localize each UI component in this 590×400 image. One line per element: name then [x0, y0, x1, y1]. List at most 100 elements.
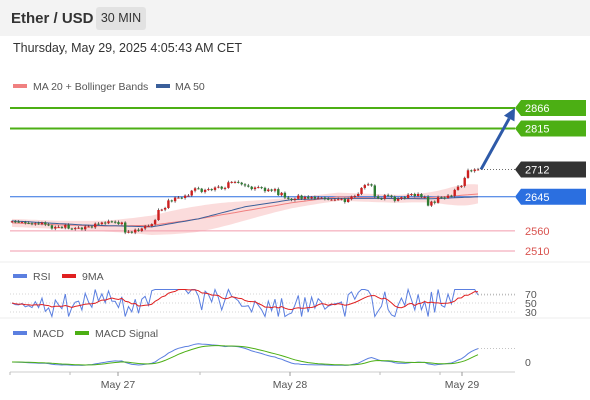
legend-ma20-swatch: [13, 84, 27, 88]
candle-body: [67, 224, 70, 229]
candle-body: [267, 189, 270, 192]
candle-body: [353, 196, 356, 197]
legend-rsi-label: RSI: [33, 271, 51, 283]
candle-body: [297, 195, 300, 199]
level-label-2866: 2866: [525, 103, 549, 115]
level-label-2560: 2560: [525, 226, 549, 238]
candle-body: [363, 185, 366, 188]
candle-body: [14, 221, 17, 223]
candle-body: [130, 231, 133, 233]
candle-body: [110, 221, 114, 223]
x-tick-label: May 27: [101, 379, 136, 391]
timeframe-button[interactable]: 30 MIN: [96, 7, 146, 30]
candle-body: [124, 222, 127, 233]
candle-body: [257, 187, 260, 189]
candle-body: [207, 189, 210, 191]
candle-body: [446, 195, 450, 198]
candle-body: [80, 227, 84, 230]
main-price-pane: 2866 2815 2645 2560 2510 2712: [10, 100, 586, 258]
candle-body: [187, 195, 190, 197]
candle-body: [97, 223, 100, 225]
candle-body: [40, 222, 44, 225]
candle-body: [317, 197, 320, 199]
candle-body: [167, 200, 170, 208]
candle-body: [200, 188, 203, 192]
candle-body: [17, 221, 20, 223]
candle-body: [183, 195, 187, 198]
candle-body: [147, 226, 150, 228]
candle-body: [416, 194, 420, 196]
candle-body: [173, 197, 177, 202]
candle-body: [373, 185, 376, 197]
candle-body: [360, 187, 363, 194]
macd-pane: 0: [11, 343, 531, 369]
candle-body: [34, 223, 37, 225]
candle-body: [283, 192, 287, 198]
candle-body: [460, 185, 463, 187]
candle-body: [406, 194, 410, 198]
chart-datetime: Thursday, May 29, 2025 4:05:43 AM CET: [13, 41, 243, 55]
candle-body: [290, 198, 293, 200]
legend-ma20-label: MA 20 + Bollinger Bands: [33, 81, 148, 93]
candle-body: [287, 197, 290, 199]
candle-body: [197, 188, 200, 190]
candle-body: [90, 226, 94, 228]
candle-body: [436, 197, 440, 203]
candle-body: [87, 226, 90, 228]
candle-body: [213, 187, 217, 190]
candle-body: [400, 197, 403, 199]
candle-body: [396, 198, 400, 201]
candle-body: [393, 196, 396, 201]
candle-body: [337, 199, 340, 201]
candle-body: [280, 192, 283, 196]
candle-body: [24, 222, 27, 224]
candle-body: [140, 228, 143, 231]
candle-body: [143, 226, 147, 229]
candle-body: [273, 189, 277, 191]
candle-body: [240, 182, 243, 185]
candle-body: [127, 231, 130, 233]
candle-body: [307, 196, 310, 199]
candle-body: [340, 198, 343, 200]
candle-body: [456, 186, 460, 190]
candle-body: [243, 184, 247, 186]
candle-body: [300, 195, 303, 199]
current-price-label: 2712: [525, 164, 549, 176]
candle-body: [74, 228, 77, 230]
candle-body: [473, 169, 476, 172]
candle-body: [443, 197, 446, 199]
candle-body: [426, 196, 430, 206]
macd-tick-0: 0: [525, 357, 531, 369]
instrument-title: Ether / USD: [11, 10, 94, 27]
x-tick-label: May 28: [273, 379, 308, 391]
candle-body: [70, 228, 74, 230]
candle-body: [430, 201, 433, 206]
candle-body: [433, 201, 436, 203]
candle-body: [323, 197, 327, 199]
candle-body: [100, 222, 104, 225]
legend-rsi-ma-label: 9MA: [82, 271, 104, 283]
candle-body: [60, 226, 64, 228]
candle-body: [153, 220, 157, 225]
candle-body: [423, 196, 426, 198]
candle-body: [233, 181, 237, 183]
candle-body: [57, 226, 60, 228]
legend-macd-signal-swatch: [75, 331, 89, 335]
candle-body: [27, 222, 30, 224]
level-label-2815-box: [515, 120, 586, 137]
candle-body: [157, 210, 160, 220]
candle-body: [413, 194, 416, 196]
legend-macd-label: MACD: [33, 328, 64, 340]
level-label-2866-box: [515, 100, 586, 116]
candle-body: [94, 223, 97, 228]
level-label-2645: 2645: [525, 192, 549, 204]
candle-body: [450, 195, 453, 197]
candle-body: [376, 196, 380, 199]
candle-body: [310, 196, 313, 199]
candle-body: [230, 181, 233, 183]
candle-body: [210, 189, 213, 191]
legend-rsi-swatch: [13, 274, 27, 278]
candle-body: [120, 222, 123, 225]
